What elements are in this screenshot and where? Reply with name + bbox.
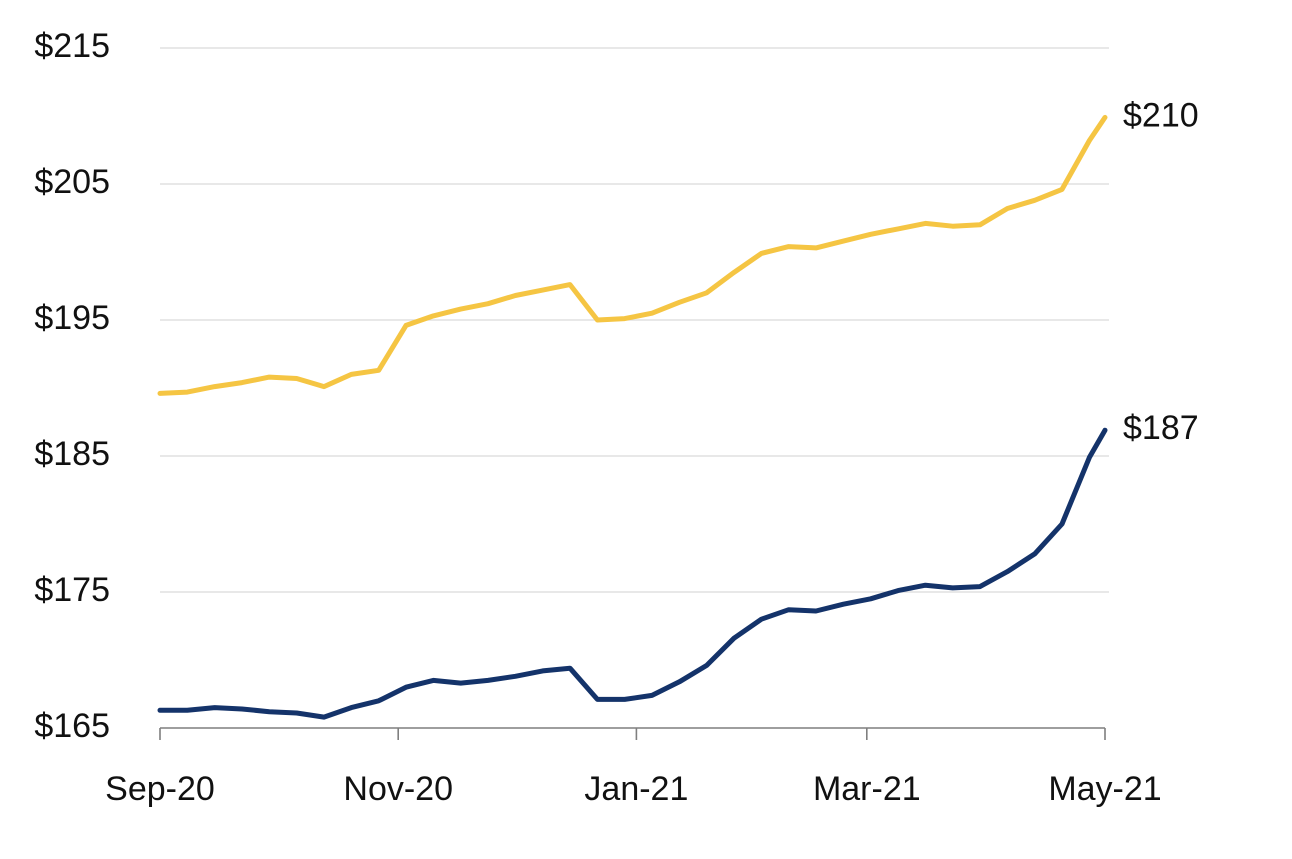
x-axis	[159, 727, 1106, 740]
series-line-0	[157, 114, 1108, 396]
x-tick-label: May-21	[1048, 770, 1161, 808]
y-axis-tick-labels: $165 $175 $185 $195 $205 $215	[34, 27, 110, 745]
y-tick-label: $185	[34, 435, 110, 473]
series-end-label: $210	[1123, 96, 1199, 134]
series-end-label: $187	[1123, 409, 1199, 447]
y-tick-label: $205	[34, 163, 110, 201]
series-end-labels: $210 $187	[1123, 96, 1199, 447]
gridlines	[160, 47, 1109, 593]
series-line-1	[157, 427, 1108, 720]
x-tick-label: Mar-21	[813, 770, 921, 808]
y-tick-label: $195	[34, 299, 110, 337]
x-tick-label: Nov-20	[343, 770, 453, 808]
x-tick-label: Jan-21	[584, 770, 688, 808]
series-lines	[157, 114, 1108, 720]
x-tick-label: Sep-20	[105, 770, 215, 808]
x-axis-tick-labels: Sep-20 Nov-20 Jan-21 Mar-21 May-21	[105, 770, 1162, 808]
y-tick-label: $215	[34, 27, 110, 65]
y-tick-label: $165	[34, 707, 110, 745]
y-tick-label: $175	[34, 571, 110, 609]
